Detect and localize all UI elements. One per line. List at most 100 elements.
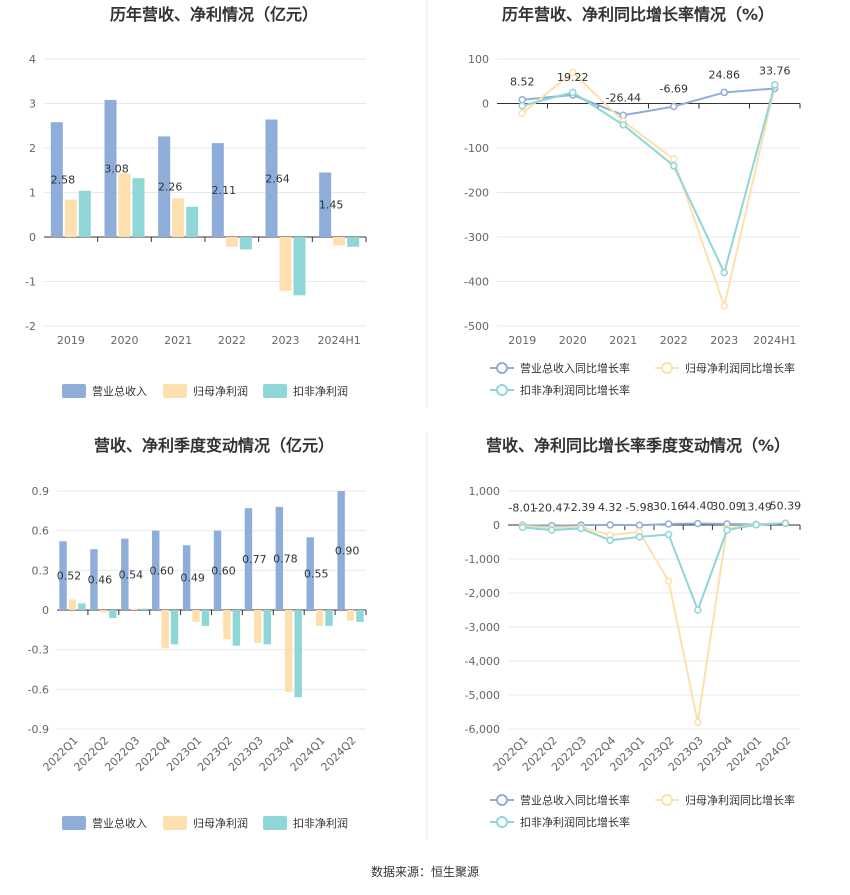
bar-net-profit[interactable] — [64, 199, 77, 237]
point-marker[interactable] — [694, 718, 702, 726]
bar-net-profit[interactable] — [223, 610, 231, 640]
legend-item[interactable]: 扣非净利润同比增长率 — [490, 815, 630, 829]
bar-revenue[interactable] — [59, 541, 67, 610]
bar-net-profit[interactable] — [161, 610, 169, 649]
point-marker[interactable] — [518, 523, 527, 532]
series-line[interactable] — [521, 84, 776, 276]
point-marker[interactable] — [694, 606, 702, 614]
point-marker[interactable] — [619, 121, 627, 129]
point-marker[interactable] — [606, 536, 614, 545]
bar-net-profit[interactable] — [68, 599, 77, 610]
legend-item[interactable]: 营业总收入同比增长率 — [490, 361, 630, 375]
legend-item[interactable]: 营业总收入 — [62, 816, 147, 830]
point-marker[interactable] — [720, 88, 728, 97]
point-marker[interactable] — [771, 81, 779, 89]
legend-item[interactable]: 归母净利润 — [163, 384, 248, 398]
bar-revenue[interactable] — [182, 545, 191, 610]
point-marker[interactable] — [752, 520, 760, 529]
legend-item[interactable]: 扣非净利润 — [263, 816, 348, 830]
bar-net-profit[interactable] — [192, 610, 200, 622]
bar-deducted-profit[interactable] — [186, 206, 199, 237]
bar-deducted-profit[interactable] — [356, 610, 364, 622]
bar-deducted-profit[interactable] — [109, 610, 117, 618]
point-marker[interactable] — [577, 524, 585, 533]
legend-item[interactable]: 营业总收入同比增长率 — [490, 793, 630, 807]
point-marker[interactable] — [635, 521, 644, 529]
bar-revenue[interactable] — [213, 530, 222, 610]
bar-revenue[interactable] — [337, 491, 345, 610]
bar-net-profit[interactable] — [346, 610, 355, 621]
bar-revenue[interactable] — [265, 119, 278, 237]
point-marker[interactable] — [606, 521, 614, 529]
bar-net-profit[interactable] — [225, 237, 238, 247]
legend-item[interactable]: 扣非净利润 — [263, 384, 348, 398]
legend-item[interactable]: 归母净利润同比增长率 — [655, 793, 795, 807]
bar-deducted-profit[interactable] — [294, 610, 302, 698]
bar-revenue[interactable] — [152, 530, 160, 610]
point-marker[interactable] — [720, 268, 728, 277]
series-line[interactable] — [522, 522, 786, 527]
bar-net-profit[interactable] — [333, 237, 346, 246]
bar-deducted-profit[interactable] — [347, 237, 360, 247]
bar-net-profit[interactable] — [118, 173, 131, 237]
legend-item[interactable]: 归母净利润 — [163, 816, 248, 830]
bar-revenue[interactable] — [319, 172, 332, 237]
bar-revenue[interactable] — [104, 99, 117, 237]
bar-deducted-profit[interactable] — [232, 610, 241, 646]
point-marker[interactable] — [619, 111, 627, 120]
legend-item[interactable]: 归母净利润同比增长率 — [655, 361, 795, 375]
bar-deducted-profit[interactable] — [201, 610, 210, 626]
bar-net-profit[interactable] — [172, 198, 185, 237]
bar-deducted-profit[interactable] — [170, 610, 179, 645]
data-label: 50.39 — [770, 499, 802, 512]
point-marker[interactable] — [694, 519, 702, 528]
legend-item[interactable]: 扣非净利润同比增长率 — [490, 383, 630, 397]
bar-deducted-profit[interactable] — [325, 610, 333, 626]
bar-revenue[interactable] — [50, 122, 63, 237]
point-marker[interactable] — [518, 101, 526, 110]
bar-deducted-profit[interactable] — [78, 603, 86, 610]
bar-deducted-profit[interactable] — [239, 237, 252, 250]
bar-revenue[interactable] — [275, 506, 284, 610]
bar-net-profit[interactable] — [285, 610, 293, 692]
y-tick-label: -200 — [464, 187, 489, 200]
point-marker[interactable] — [670, 162, 678, 170]
bar-net-profit[interactable] — [279, 237, 292, 291]
point-marker[interactable] — [635, 533, 644, 541]
point-marker[interactable] — [720, 302, 728, 310]
bar-net-profit[interactable] — [315, 610, 324, 626]
point-marker[interactable] — [664, 577, 673, 585]
bar-net-profit[interactable] — [130, 608, 138, 610]
point-marker[interactable] — [569, 88, 577, 97]
bar-deducted-profit[interactable] — [78, 190, 91, 237]
bar-revenue[interactable] — [306, 537, 314, 610]
series-line[interactable] — [522, 87, 775, 117]
series-line[interactable] — [521, 71, 776, 310]
bar-net-profit[interactable] — [254, 610, 262, 644]
point-marker[interactable] — [664, 530, 673, 539]
point-marker[interactable] — [518, 95, 526, 104]
bar-deducted-profit[interactable] — [139, 608, 148, 610]
point-marker[interactable] — [781, 519, 790, 528]
bar-revenue[interactable] — [121, 538, 129, 610]
point-marker[interactable] — [723, 526, 731, 534]
series-line[interactable] — [522, 522, 786, 613]
legend-item[interactable]: 营业总收入 — [62, 384, 147, 398]
point-marker[interactable] — [518, 109, 526, 118]
y-tick-label: -4,000 — [465, 655, 500, 668]
bar-deducted-profit[interactable] — [263, 610, 271, 645]
bar-deducted-profit[interactable] — [132, 178, 145, 237]
bar-net-profit[interactable] — [99, 610, 108, 613]
bar-revenue[interactable] — [211, 143, 224, 237]
point-marker[interactable] — [670, 102, 678, 111]
bar-revenue[interactable] — [158, 136, 171, 237]
point-marker[interactable] — [670, 155, 678, 163]
bar-revenue[interactable] — [244, 508, 253, 610]
data-label: 44.40 — [682, 499, 714, 512]
bar-revenue[interactable] — [90, 549, 98, 610]
point-marker[interactable] — [664, 520, 673, 528]
point-marker[interactable] — [548, 526, 556, 534]
point-marker[interactable] — [569, 68, 577, 77]
series-line[interactable] — [522, 521, 786, 723]
bar-deducted-profit[interactable] — [293, 237, 306, 296]
